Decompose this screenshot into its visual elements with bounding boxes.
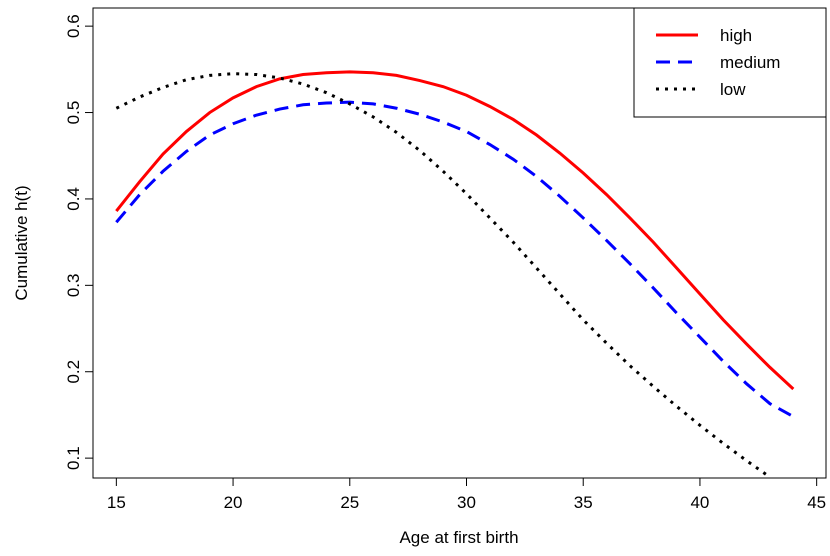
x-tick-label: 45 (807, 493, 826, 512)
legend-label: low (720, 80, 746, 99)
y-tick-label: 0.4 (64, 187, 83, 211)
x-tick-label: 40 (690, 493, 709, 512)
y-tick-label: 0.1 (64, 446, 83, 470)
plot-area (115, 70, 795, 478)
series-line (115, 72, 771, 478)
legend-label: high (720, 26, 752, 45)
plot-frame (92, 7, 827, 479)
x-tick-label: 30 (457, 493, 476, 512)
series-line (115, 100, 795, 418)
legend-label: medium (720, 53, 780, 72)
x-axis-label: Age at first birth (399, 528, 518, 547)
y-tick-label: 0.2 (64, 360, 83, 384)
x-tick-label: 25 (340, 493, 359, 512)
x-tick-label: 35 (574, 493, 593, 512)
y-tick-label: 0.6 (64, 14, 83, 38)
y-tick-label: 0.3 (64, 274, 83, 298)
x-tick-label: 15 (107, 493, 126, 512)
y-axis-label: Cumulative h(t) (12, 185, 31, 300)
x-tick-label: 20 (224, 493, 243, 512)
y-tick-label: 0.5 (64, 101, 83, 125)
series-line (115, 70, 795, 391)
